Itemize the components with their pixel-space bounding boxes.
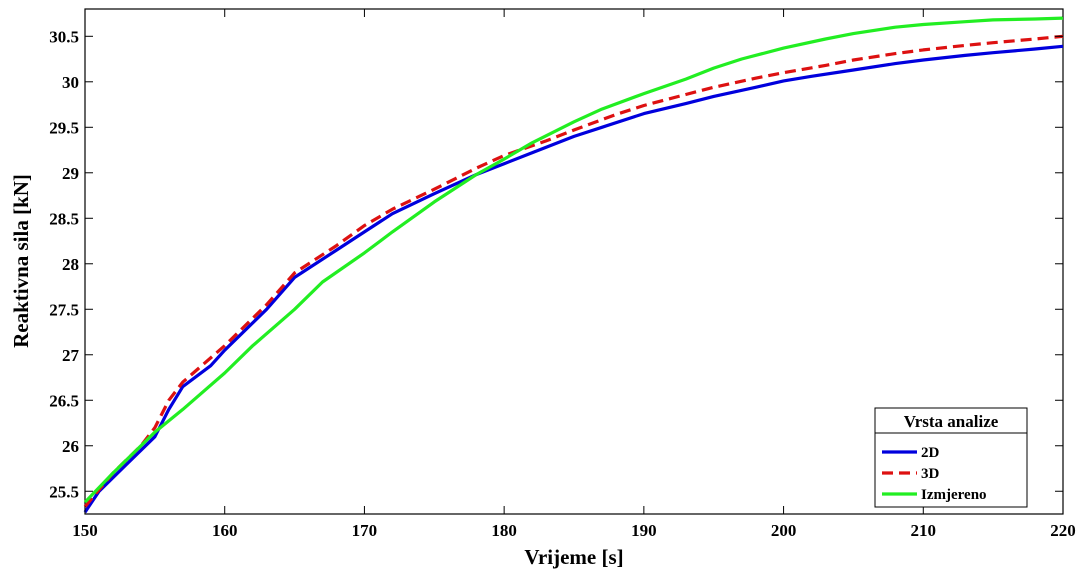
legend-label-izmjereno: Izmjereno [921,487,987,503]
series-group [83,16,1064,514]
series-line-izmjereno [83,16,1064,504]
y-tick-label: 30 [62,73,79,92]
series-line-2d [83,44,1064,514]
x-tick-label: 210 [911,521,937,540]
x-axis-label: Vrijeme [s] [524,545,623,569]
x-tick-label: 220 [1050,521,1076,540]
legend-items: 2D 3D Izmjereno [882,445,987,503]
legend: Vrsta analize 2D 3D Izmjereno [874,407,1028,508]
y-axis-label: Reaktivna sila [kN] [9,174,33,348]
y-axis-ticks: 25.5 26 26.5 27 27.5 28 28.5 29 29.5 30 30.5 [49,27,1063,501]
y-tick-label: 26 [62,437,79,456]
legend-title: Vrsta analize [904,412,999,431]
plot-area [83,8,1064,515]
x-tick-label: 150 [72,521,98,540]
x-tick-label: 170 [352,521,378,540]
y-tick-label: 25.5 [49,482,79,501]
x-tick-label: 160 [212,521,238,540]
y-tick-label: 28.5 [49,209,79,228]
y-tick-label: 27 [62,346,80,365]
x-tick-label: 190 [631,521,657,540]
x-tick-label: 180 [491,521,517,540]
legend-box [874,407,1028,508]
legend-label-2d: 2D [921,445,940,461]
x-tick-label: 200 [771,521,797,540]
legend-label-3d: 3D [921,466,940,482]
x-axis-ticks: 150 160 170 180 190 200 210 220 [72,9,1076,540]
y-tick-label: 29.5 [49,118,79,137]
y-tick-label: 27.5 [49,300,79,319]
y-tick-label: 30.5 [49,27,79,46]
series-line-3d [83,34,1064,508]
y-tick-label: 29 [62,164,79,183]
y-tick-label: 26.5 [49,391,79,410]
y-tick-label: 28 [62,255,79,274]
